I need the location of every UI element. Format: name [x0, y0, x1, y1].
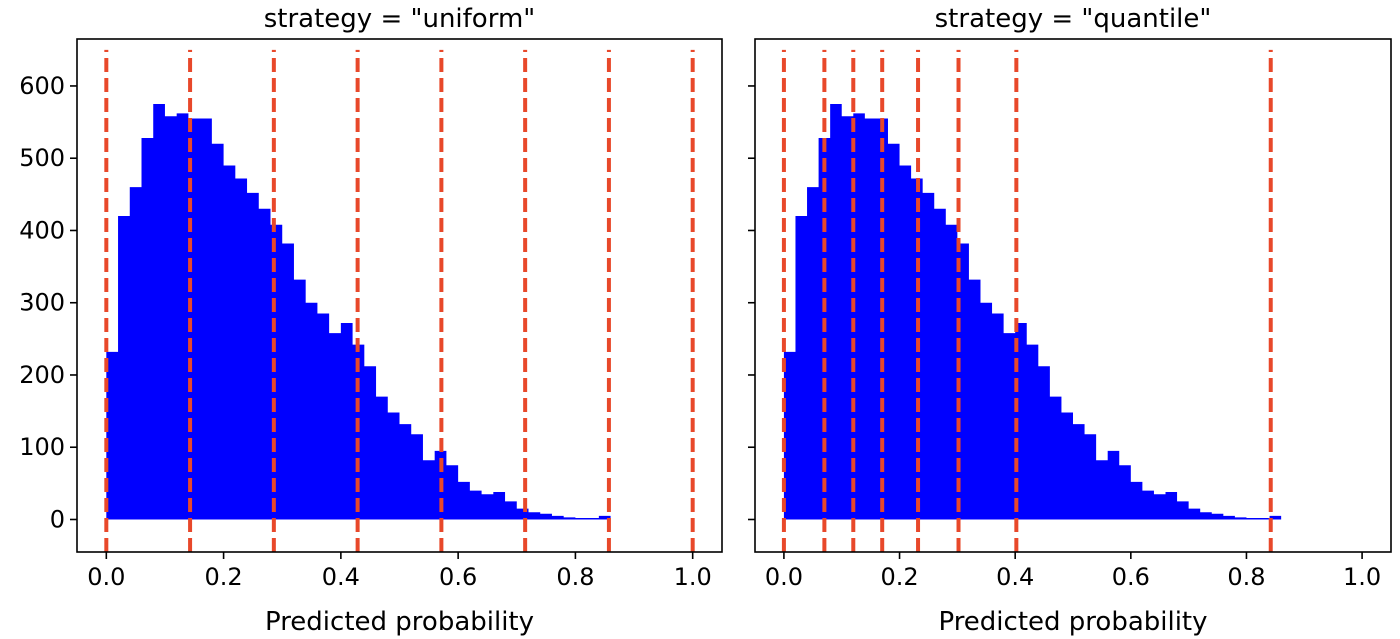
x-tick-label: 0.2	[205, 563, 243, 591]
x-tick-label: 0.8	[556, 563, 594, 591]
y-tick-label: 300	[19, 289, 65, 317]
y-tick-label: 0	[50, 505, 65, 533]
x-axis-label: Predicted probability	[938, 607, 1207, 637]
axes-frame	[754, 38, 1392, 553]
x-tick-label: 0.0	[765, 563, 803, 591]
histogram-area	[106, 104, 611, 520]
x-tick-label: 1.0	[674, 563, 712, 591]
x-tick-label: 1.0	[1343, 563, 1381, 591]
axes-frame	[76, 38, 723, 553]
x-tick-label: 0.4	[996, 563, 1034, 591]
y-tick-label: 600	[19, 72, 65, 100]
chart-title: strategy = "uniform"	[264, 4, 535, 34]
panel-quantile: 0.0 0.2 0.4 0.6 0.8 1.0 strategy = "quantile" P…	[748, 4, 1392, 637]
x-tick-label: 0.6	[439, 563, 477, 591]
y-tick-label: 400	[19, 216, 65, 244]
x-tick-label: 0.6	[1112, 563, 1150, 591]
chart-title: strategy = "quantile"	[935, 4, 1212, 34]
y-tick-label: 100	[19, 433, 65, 461]
panel-uniform: 0.0 0.2 0.4 0.6 0.8 1.0 0 100 200 300 400 500 600 str…	[19, 4, 723, 637]
x-axis-label: Predicted probability	[265, 607, 534, 637]
y-tick-label: 500	[19, 144, 65, 172]
x-tick-label: 0.2	[880, 563, 918, 591]
x-tick-label: 0.0	[87, 563, 125, 591]
histogram-area	[783, 104, 1282, 520]
x-tick-label: 0.8	[1227, 563, 1265, 591]
y-tick-label: 200	[19, 361, 65, 389]
x-tick-label: 0.4	[322, 563, 360, 591]
